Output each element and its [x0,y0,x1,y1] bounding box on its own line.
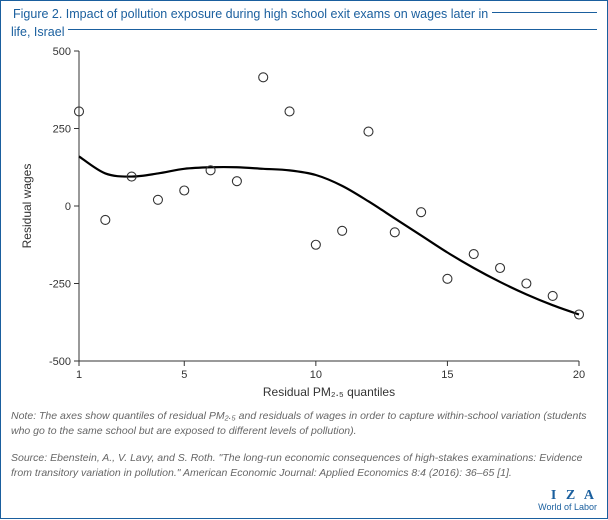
logo-block: I Z A World of Labor [538,489,597,512]
svg-text:Residual wages: Residual wages [20,164,34,249]
svg-text:-500: -500 [49,356,71,368]
source-journal: American Economic Journal: Applied Econo… [183,467,408,479]
note-label: Note [11,410,33,422]
svg-text:0: 0 [65,201,71,213]
svg-text:15: 15 [441,369,453,381]
svg-text:500: 500 [53,46,71,58]
svg-text:20: 20 [573,369,585,381]
logo-sub: World of Labor [538,503,597,512]
svg-text:1: 1 [76,369,82,381]
svg-text:10: 10 [310,369,322,381]
svg-text:-250: -250 [49,279,71,291]
source-block: Source: Ebenstein, A., V. Lavy, and S. R… [11,451,597,481]
source-suffix: 8:4 (2016): 36–65 [1]. [408,467,511,479]
svg-text:Residual PM₂.₅ quantiles: Residual PM₂.₅ quantiles [263,385,395,399]
note-block: Note: The axes show quantiles of residua… [11,409,597,439]
note-text: : The axes show quantiles of residual PM… [11,410,587,437]
source-label: Source [11,452,44,464]
svg-text:250: 250 [53,124,71,136]
logo-iza: I Z A [538,489,597,503]
figure-container: Figure 2. Impact of pollution exposure d… [0,0,608,519]
scatter-chart: -500-250025050015101520Residual PM₂.₅ qu… [1,1,608,520]
svg-text:5: 5 [181,369,187,381]
